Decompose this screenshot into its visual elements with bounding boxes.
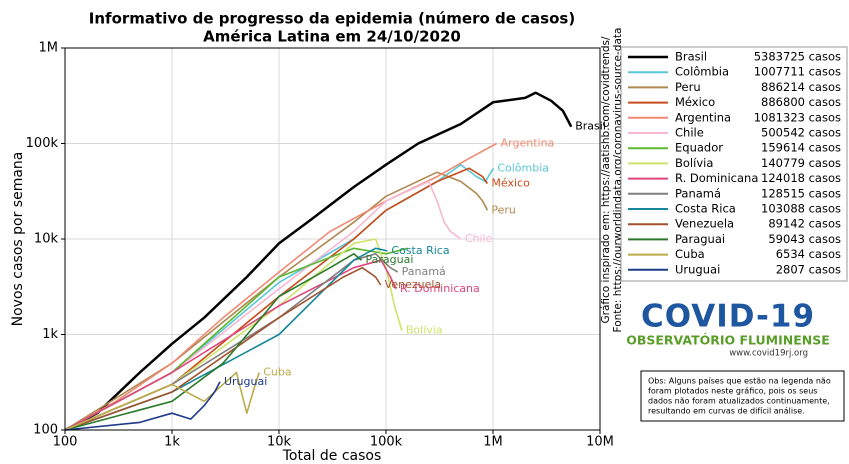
legend-total: 103088 casos — [761, 202, 841, 216]
y-tick-label: 100k — [26, 136, 59, 151]
note-line: resultando em curvas de difícil análise. — [648, 407, 805, 416]
legend-total: 128515 casos — [761, 186, 841, 200]
x-axis-label: Total de casos — [282, 448, 382, 464]
legend-label: México — [675, 95, 715, 109]
series-line — [64, 266, 382, 431]
legend-label: Colômbia — [675, 65, 729, 79]
legend-label: Chile — [675, 126, 704, 140]
legend-label: Peru — [675, 80, 701, 94]
y-tick-label: 1k — [42, 327, 58, 342]
legend-label: Paraguai — [675, 232, 725, 246]
series-line — [64, 91, 573, 432]
chart-title: Informativo de progresso da epidemia (nú… — [89, 10, 575, 28]
legend-label: Venezuela — [675, 217, 734, 231]
end-label: Costa Rica — [391, 244, 449, 257]
logo-url: www.covid19rj.org — [729, 349, 808, 359]
y-tick-label: 100 — [33, 423, 58, 438]
x-tick-label: 100 — [53, 435, 78, 450]
note-line: Obs: Alguns países que estão na legenda … — [648, 377, 831, 386]
legend-label: Costa Rica — [675, 202, 736, 216]
end-label: Bolívia — [406, 324, 443, 337]
series-line — [64, 381, 221, 431]
note-box — [640, 370, 845, 422]
series-line — [64, 142, 497, 431]
legend-label: Bolívia — [675, 156, 713, 170]
end-label: Brasil — [575, 120, 606, 133]
credit-inspired: Gráfico inspirado em: https://aatishb.co… — [600, 36, 612, 323]
legend-label: Argentina — [675, 110, 731, 124]
legend-total: 500542 casos — [761, 126, 841, 140]
end-label: R. Dominicana — [400, 282, 480, 295]
end-label: Chile — [465, 232, 493, 245]
legend-label: Equador — [675, 141, 723, 155]
series-line — [64, 253, 363, 431]
legend-total: 59043 casos — [768, 232, 841, 246]
plot-frame — [64, 47, 601, 431]
end-label: Cuba — [263, 366, 291, 379]
legend-total: 1007711 casos — [754, 65, 841, 79]
note: Obs: Alguns países que estão na legenda … — [648, 377, 831, 416]
legend-total: 124018 casos — [761, 171, 841, 185]
legend-total: 886214 casos — [761, 80, 841, 94]
legend-label: Panamá — [675, 186, 721, 200]
x-tick-label: 10M — [586, 435, 614, 450]
series-line — [64, 180, 462, 431]
end-label: Argentina — [501, 137, 555, 150]
legend-label: Brasil — [675, 50, 707, 64]
legend-total: 6534 casos — [776, 247, 841, 261]
end-label: Panamá — [402, 265, 446, 278]
series-line — [64, 371, 260, 431]
series-line — [64, 167, 489, 431]
end-label: Peru — [491, 203, 516, 216]
y-axis-label: Novos casos por semana — [10, 152, 26, 327]
legend-total: 159614 casos — [761, 141, 841, 155]
legend-total: 89142 casos — [768, 217, 841, 231]
legend: Brasil 5383725 casos Colômbia 1007711 casos… — [628, 50, 841, 276]
chart-subtitle: América Latina em 24/10/2020 — [203, 28, 461, 46]
end-label: Uruguai — [224, 375, 267, 388]
y-tick-label: 10k — [34, 232, 59, 247]
logo-subtitle: OBSERVATÓRIO FLUMINENSE — [626, 333, 830, 348]
x-tick-label: 1M — [483, 435, 503, 450]
legend-label: Uruguai — [675, 262, 720, 276]
legend-total: 5383725 casos — [754, 50, 841, 64]
end-label: Paraguai — [366, 253, 414, 266]
legend-total: 1081323 casos — [754, 110, 841, 124]
end-label: México — [491, 177, 530, 190]
legend-label: Cuba — [675, 247, 705, 261]
legend-total: 2807 casos — [776, 262, 841, 276]
logo-title: COVID-19 — [641, 299, 815, 335]
x-tick-label: 100k — [370, 435, 403, 450]
end-label: Venezuela — [385, 278, 442, 291]
series-line — [64, 259, 397, 431]
legend-label: R. Dominicana — [675, 171, 758, 185]
end-label: Colômbia — [497, 161, 549, 174]
series-line — [64, 238, 403, 431]
legend-total: 140779 casos — [761, 156, 841, 170]
series-line — [64, 171, 489, 431]
note-line: foram plotados neste gráfico, pois os se… — [648, 387, 817, 396]
legend-total: 886800 casos — [761, 95, 841, 109]
y-tick-label: 1M — [39, 41, 59, 56]
x-tick-label: 10k — [267, 435, 292, 450]
note-line: dados não foram atualizados continuament… — [648, 397, 830, 406]
x-tick-label: 1k — [164, 435, 180, 450]
